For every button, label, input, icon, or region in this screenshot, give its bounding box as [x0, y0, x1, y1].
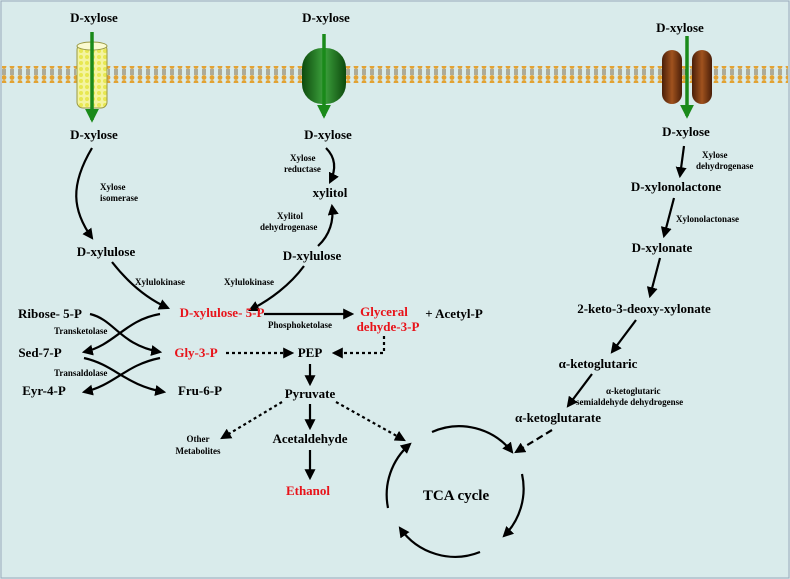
p2-outside-label: D-xylose	[302, 10, 350, 25]
p3-enzyme2-label: Xylonolactonase	[676, 214, 739, 224]
tca-arc-2	[431, 425, 514, 454]
p3-dehydrogenase-arrow	[675, 145, 687, 179]
p3-enzyme3-line1: α-ketoglutaric	[606, 386, 661, 396]
p1-outside-label: D-xylose	[70, 10, 118, 25]
pyruvate-label: Pyruvate	[285, 386, 336, 401]
p2-xylulose-label: D-xylulose	[283, 248, 342, 263]
transaldolase-label: Transaldolase	[54, 368, 107, 378]
p2-enzyme2-line2: dehydrogenase	[260, 222, 317, 232]
transporter-cylinder-icon	[76, 32, 108, 123]
p2-kinase-label: Xylulokinase	[224, 277, 274, 287]
p1-kinase-arrow	[111, 261, 171, 310]
p2-enzyme2-line1: Xylitol	[277, 211, 303, 221]
tca-arc-1	[385, 442, 412, 509]
pyruvate-to-tca-arrow	[335, 401, 406, 442]
p3-inside-label: D-xylose	[662, 124, 710, 139]
p3-keto-label: 2-keto-3-deoxy-xylonate	[577, 301, 711, 316]
p3-enzyme3-line2: semialdehyde dehydrogense	[576, 397, 683, 407]
phosphoketolase-label: Phosphoketolase	[268, 320, 332, 330]
p3-step5-arrow	[566, 373, 593, 408]
tca-arc-4	[398, 526, 481, 558]
p1-inside-label: D-xylose	[70, 127, 118, 142]
p3-step4-arrow	[610, 319, 637, 354]
p3-xylonate-label: D-xylonate	[632, 240, 693, 255]
tca-label: TCA cycle	[423, 488, 490, 504]
p3-enzyme1-line2: dehydrogenase	[696, 161, 753, 171]
p3-step3-arrow	[646, 257, 662, 299]
glyceraldehyde-line2: dehyde-3-P	[357, 319, 420, 334]
other-line1: Other	[187, 434, 210, 444]
tca-cycle: TCA cycle	[385, 425, 525, 558]
xylulose5p-label: D-xylulose- 5-P	[180, 305, 265, 320]
glyceraldehyde-line1: Glyceral	[360, 304, 408, 319]
p3-xylonolactone-label: D-xylonolactone	[631, 179, 722, 194]
ribose-label: Ribose- 5-P	[18, 306, 82, 321]
p3-ketoglutaric-label: α-ketoglutaric	[559, 356, 638, 371]
pentose-arrow-2	[81, 312, 161, 356]
p1-isomerase-arrow	[75, 147, 94, 240]
p2-dehydrogenase-arrow	[317, 203, 339, 247]
p2-xylitol-label: xylitol	[313, 185, 348, 200]
p1-xylulose-label: D-xylulose	[77, 244, 136, 259]
p1-kinase-label: Xylulokinase	[135, 277, 185, 287]
transketolase-label: Transketolase	[54, 326, 107, 336]
pentose-arrow-4	[83, 356, 167, 396]
p3-ketoglutarate-label: α-ketoglutarate	[515, 410, 601, 425]
p2-kinase-arrow	[248, 265, 305, 311]
ethanol-label: Ethanol	[286, 483, 330, 498]
eyr-label: Eyr-4-P	[22, 383, 66, 398]
p2-enzyme1-line1: Xylose	[290, 153, 316, 163]
p2-inside-label: D-xylose	[304, 127, 352, 142]
p3-enzyme1-line1: Xylose	[702, 150, 728, 160]
p2-reductase-arrow	[325, 147, 339, 184]
p3-outside-label: D-xylose	[656, 20, 704, 35]
cell-membrane	[2, 66, 788, 83]
transporter-pore-icon	[662, 36, 712, 119]
tca-arc-3	[502, 473, 525, 538]
p3-lactonase-arrow	[660, 197, 676, 239]
transporter-channel-icon	[302, 34, 346, 119]
pep-label: PEP	[298, 345, 323, 360]
glyceraldehyde-to-pep-arrow	[331, 336, 386, 359]
fru-label: Fru-6-P	[178, 383, 222, 398]
acetyl-p-label: + Acetyl-P	[425, 306, 483, 321]
p2-enzyme1-line2: reductase	[284, 164, 321, 174]
acetaldehyde-label: Acetaldehyde	[272, 431, 347, 446]
p3-to-tca-arrow	[514, 429, 553, 454]
p1-enzyme-line1: Xylose	[100, 182, 126, 192]
p1-enzyme-line2: isomerase	[100, 193, 138, 203]
sed-label: Sed-7-P	[18, 345, 61, 360]
gly3p-label: Gly-3-P	[174, 345, 217, 360]
other-line2: Metabolites	[176, 446, 221, 456]
